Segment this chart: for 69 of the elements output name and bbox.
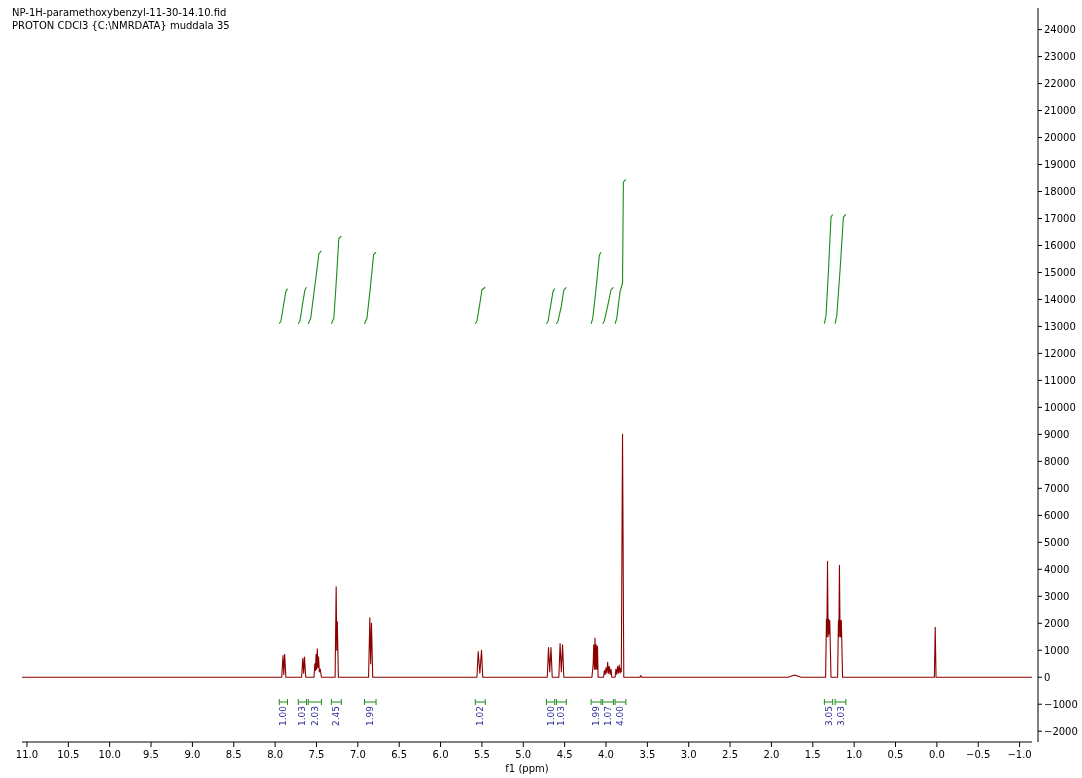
y-tick-label: 7000 xyxy=(1044,482,1070,494)
x-tick-label: 3.0 xyxy=(680,749,697,760)
x-tick-label: 5.0 xyxy=(515,749,532,760)
annotation: 1.99 xyxy=(591,705,602,727)
annotation: 3.03 xyxy=(835,705,846,727)
annotation: 2.03 xyxy=(309,705,320,727)
x-tick-label: 6.0 xyxy=(432,749,449,760)
x-axis-title: f1 (ppm) xyxy=(505,763,549,774)
y-tick-label: 17000 xyxy=(1044,212,1076,224)
x-tick-label: 1.0 xyxy=(846,749,863,760)
y-tick-label: −2000 xyxy=(1044,725,1078,737)
annotation: 1.99 xyxy=(365,705,376,727)
y-tick-label: −1000 xyxy=(1044,698,1078,710)
y-tick-label: 14000 xyxy=(1044,293,1076,305)
x-tick-label: 4.5 xyxy=(556,749,573,760)
x-tick-label: 8.5 xyxy=(225,749,242,760)
x-tick-label: −1.0 xyxy=(1007,749,1032,760)
y-tick-label: 0 xyxy=(1044,671,1051,683)
annotation: 3.05 xyxy=(823,705,834,727)
y-tick-label: 15000 xyxy=(1044,266,1076,278)
x-tick-label: 1.5 xyxy=(804,749,821,760)
y-tick-label: 22000 xyxy=(1044,78,1076,90)
x-tick-label: 0.5 xyxy=(887,749,904,760)
x-tick-label: 9.0 xyxy=(184,749,201,760)
x-tick-label: 8.0 xyxy=(267,749,284,760)
x-tick-label: 2.5 xyxy=(722,749,739,760)
x-tick-label: 4.0 xyxy=(598,749,614,760)
y-tick-label: 9000 xyxy=(1044,428,1070,440)
x-tick-label: 3.5 xyxy=(639,749,656,760)
x-tick-label: 7.5 xyxy=(308,749,325,760)
annotation: 1.00 xyxy=(278,705,289,727)
y-tick-label: 23000 xyxy=(1044,51,1076,63)
y-tick-label: 8000 xyxy=(1044,455,1070,467)
y-tick-label: 1000 xyxy=(1044,644,1070,656)
x-tick-label: 5.5 xyxy=(473,749,490,760)
y-tick-label: 20000 xyxy=(1044,132,1076,144)
x-tick-label: 11.0 xyxy=(15,749,39,760)
x-tick-label: −0.5 xyxy=(966,749,991,760)
x-tick-label: 2.0 xyxy=(763,749,780,760)
y-tick-label: 24000 xyxy=(1044,24,1076,36)
y-tick-label: 5000 xyxy=(1044,536,1070,548)
annotation: 2.45 xyxy=(331,705,342,727)
x-tick-label: 6.5 xyxy=(391,749,408,760)
annotation: 1.03 xyxy=(297,705,308,727)
y-tick-label: 11000 xyxy=(1044,374,1076,386)
y-tick-label: 10000 xyxy=(1044,401,1076,413)
y-tick-label: 18000 xyxy=(1044,186,1076,197)
y-tick-label: 21000 xyxy=(1044,105,1076,117)
y-tick-label: 2000 xyxy=(1044,617,1070,629)
y-tick-label: 12000 xyxy=(1044,347,1076,359)
line-series xyxy=(21,433,1033,678)
y-tick-label: 13000 xyxy=(1044,320,1076,332)
x-tick-label: 0.0 xyxy=(928,749,945,760)
annotation: 1.07 xyxy=(603,705,614,727)
annotation: 1.03 xyxy=(556,705,567,727)
y-tick-label: 4000 xyxy=(1044,563,1070,575)
y-tick-label: 16000 xyxy=(1044,239,1076,251)
annotation: 1.00 xyxy=(545,705,556,727)
x-tick-label: 9.5 xyxy=(143,749,159,760)
annotation: 4.00 xyxy=(615,705,626,727)
x-tick-label: 10.5 xyxy=(57,749,80,760)
y-tick-label: 6000 xyxy=(1044,509,1070,521)
x-tick-label: 7.0 xyxy=(349,749,366,760)
y-tick-label: 3000 xyxy=(1044,590,1070,602)
chart-title: NP-1H-paramethoxybenzyl-11-30-14.10.fid xyxy=(12,7,227,18)
x-tick-label: 10.0 xyxy=(98,749,121,760)
text: PROTON CDCl3 {C:\NMRDATA} muddala 35 xyxy=(12,20,230,31)
y-tick-label: 19000 xyxy=(1044,159,1076,171)
annotation: 1.02 xyxy=(475,705,486,727)
